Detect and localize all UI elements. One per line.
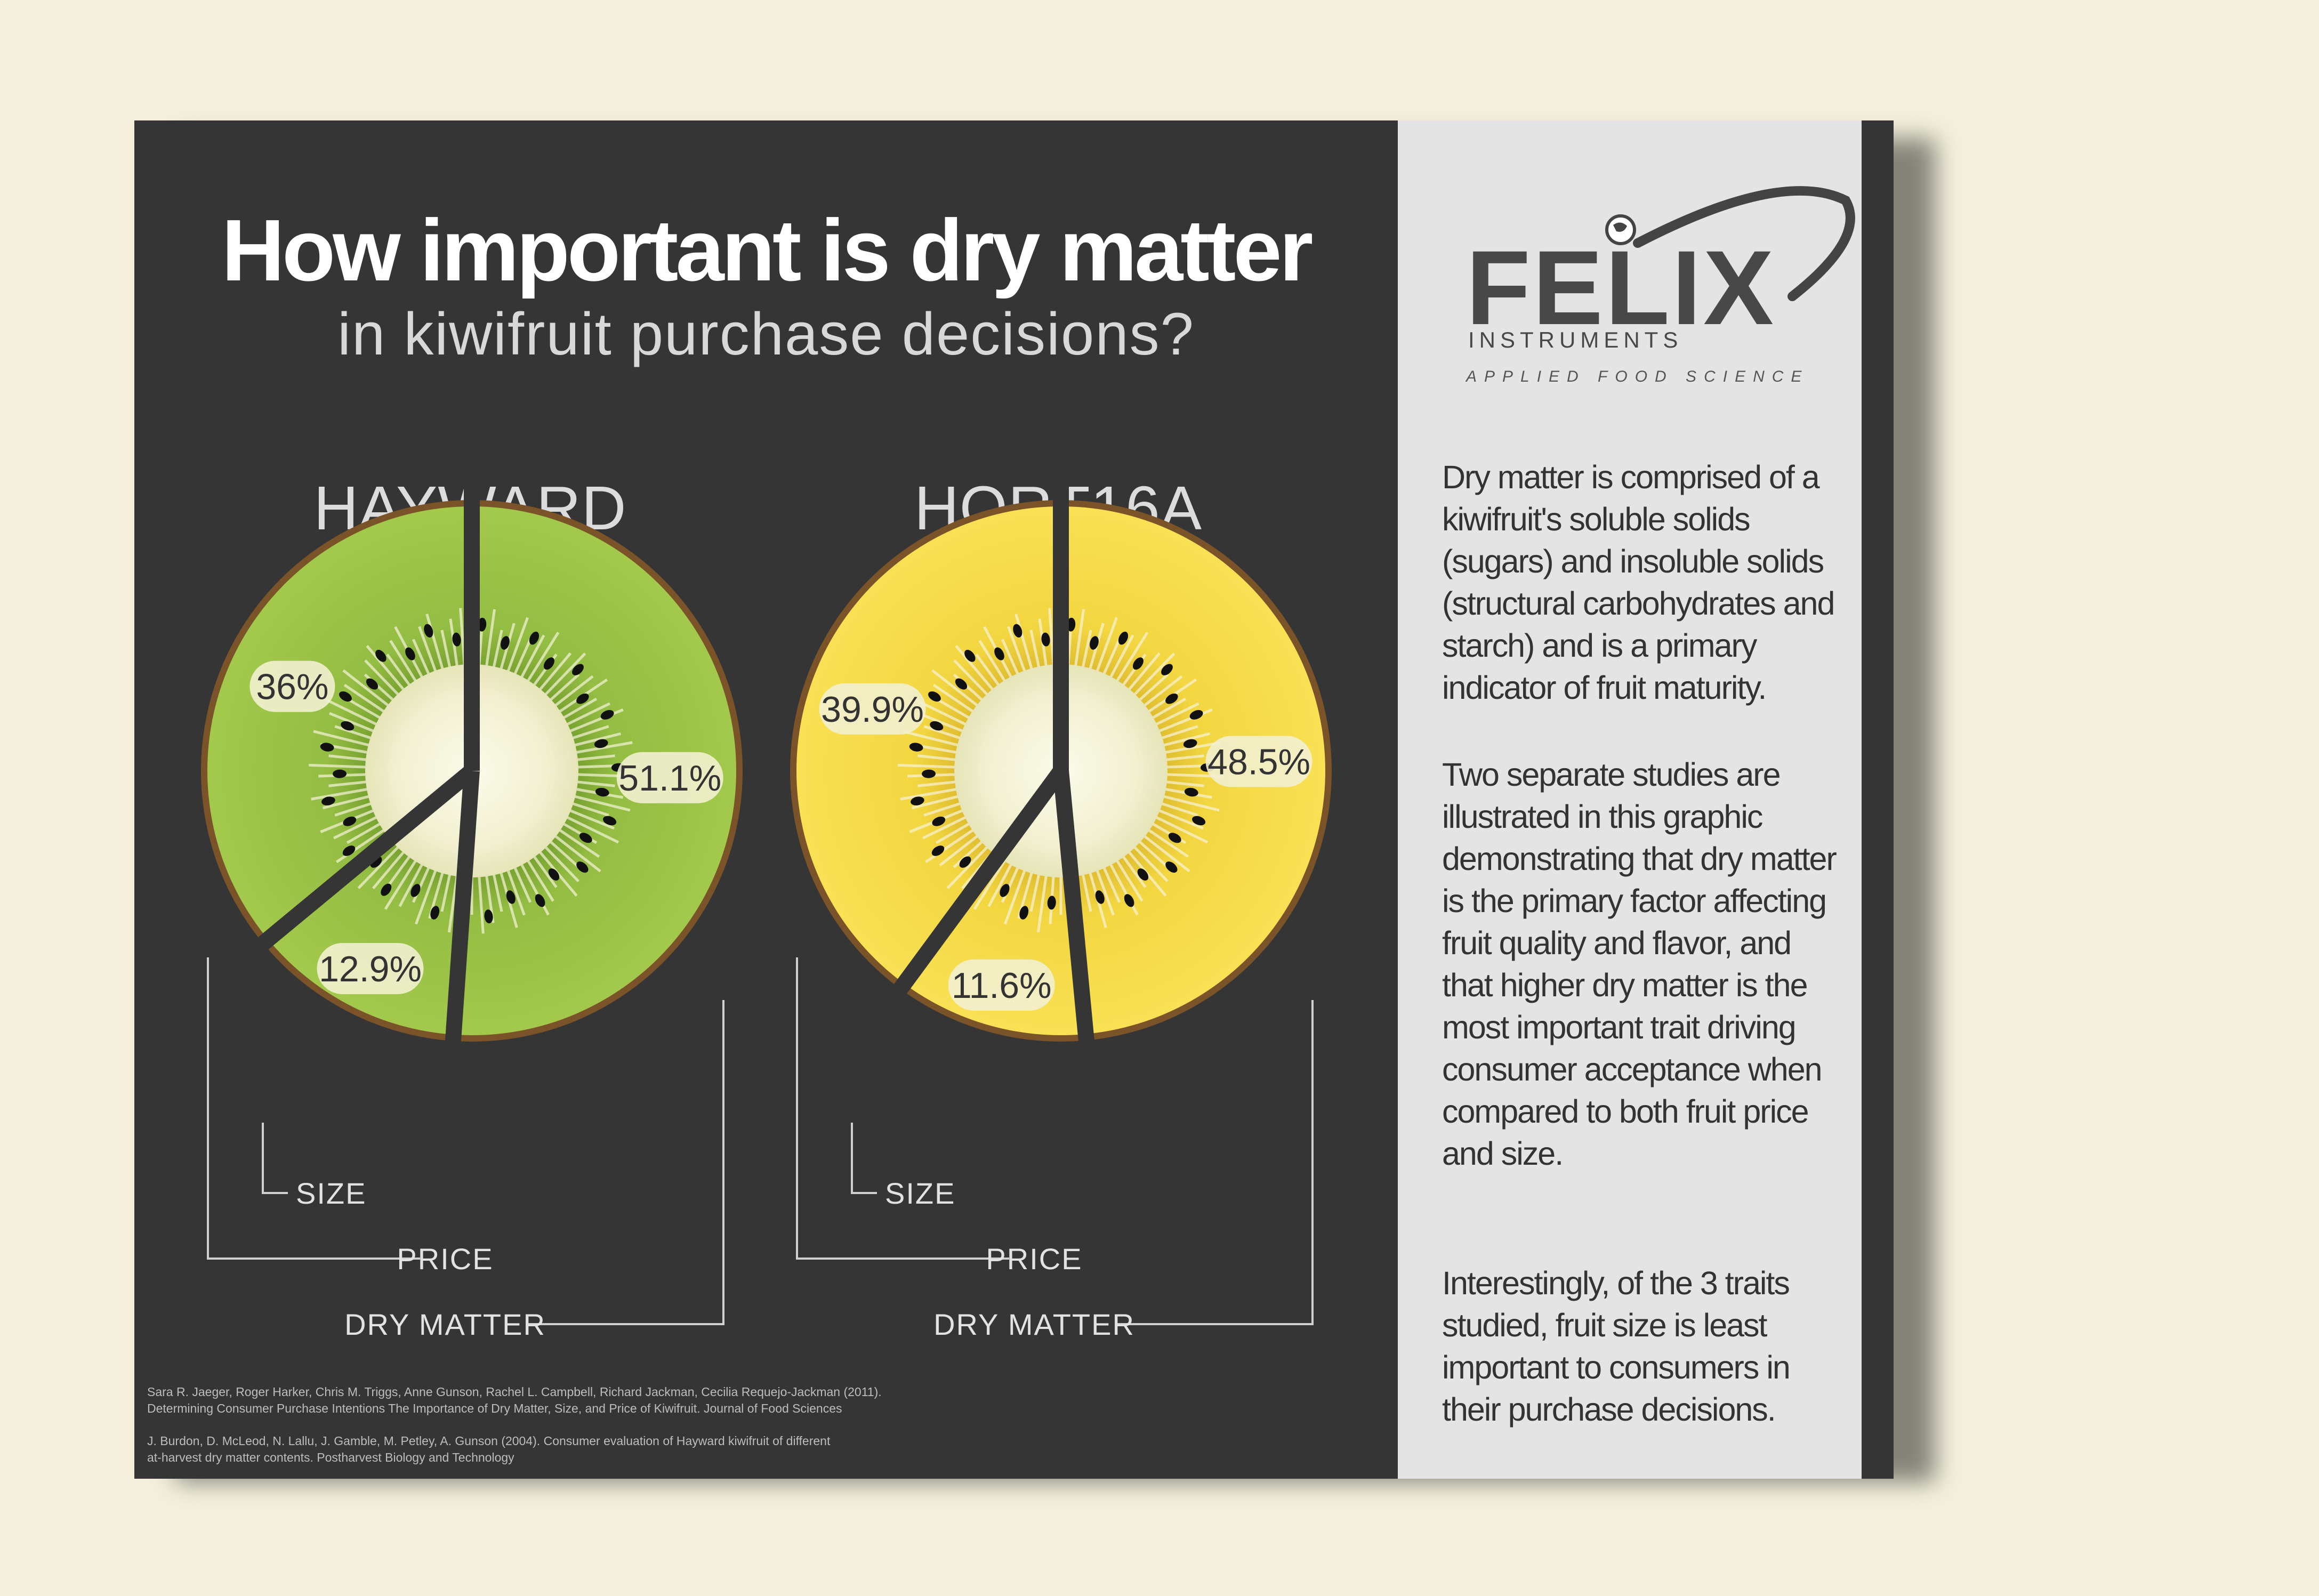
legend-connector <box>262 1123 288 1194</box>
hayward-pie-chart: 51.1% 12.9% 36% SIZE PRICE DRY MATTER <box>201 479 743 1341</box>
sidebar-paragraph-2: Two separate studies are illustrated in … <box>1442 756 1837 1172</box>
value-label-bg <box>819 683 926 735</box>
logo-orbit-swoosh <box>1633 186 1855 301</box>
legend-label: DRY MATTER <box>933 1308 1135 1341</box>
value-label-bg <box>616 752 723 803</box>
legend-label: PRICE <box>986 1242 1082 1276</box>
legend-label: SIZE <box>885 1176 955 1210</box>
value-label-bg <box>1205 736 1313 787</box>
felix-logo: FELIX INSTRUMENTS APPLIED FOOD SCIENCE <box>1465 186 1855 385</box>
infographic-card: How important is dry matter in kiwifruit… <box>134 120 1894 1479</box>
value-label: 36% <box>256 667 328 707</box>
legend-connector <box>1115 1000 1314 1325</box>
hort16a-slice-price <box>790 500 1061 998</box>
value-label: 11.6% <box>952 965 1052 1006</box>
value-label-bg <box>317 942 424 994</box>
logo-tagline: APPLIED FOOD SCIENCE <box>1465 368 1809 385</box>
value-label: 12.9% <box>319 949 422 989</box>
value-label: 51.1% <box>618 758 721 799</box>
logo-wordmark: FELIX <box>1466 229 1776 346</box>
charts-area: 51.1% 12.9% 36% SIZE PRICE DRY MATTER 48.5% 11… <box>201 479 1332 1341</box>
page-title: How important is dry matter <box>221 201 1314 299</box>
hort16a-slice-dry-matter <box>1061 500 1332 1042</box>
hort16a-pie-chart: 48.5% 11.6% 39.9% SIZE PRICE DRY MATTER <box>790 479 1332 1341</box>
reference-2: J. Burdon, D. McLeod, N. Lallu, J. Gambl… <box>147 1434 831 1464</box>
legend-label: PRICE <box>397 1242 493 1276</box>
page-subtitle: in kiwifruit purchase decisions? <box>337 301 1195 367</box>
legend-connector <box>207 957 420 1260</box>
sidebar-paragraph-1: Dry matter is comprised of a kiwifruit's… <box>1442 459 1835 706</box>
sidebar-panel <box>1398 120 1862 1479</box>
logo-subtext: INSTRUMENTS <box>1468 327 1682 352</box>
legend-label: DRY MATTER <box>344 1308 546 1341</box>
legend-label: SIZE <box>296 1176 366 1210</box>
value-label-bg <box>249 660 335 712</box>
value-label: 39.9% <box>821 689 924 730</box>
legend-connector <box>526 1000 724 1325</box>
references: Sara R. Jaeger, Roger Harker, Chris M. T… <box>147 1384 1160 1479</box>
reference-1: Sara R. Jaeger, Roger Harker, Chris M. T… <box>147 1385 882 1415</box>
value-label-bg <box>948 959 1055 1011</box>
value-label: 48.5% <box>1207 741 1310 782</box>
sidebar-paragraph-3: Interestingly, of the 3 traits studied, … <box>1442 1265 1791 1428</box>
legend-connector <box>851 1123 877 1194</box>
legend-connector <box>796 957 1009 1260</box>
